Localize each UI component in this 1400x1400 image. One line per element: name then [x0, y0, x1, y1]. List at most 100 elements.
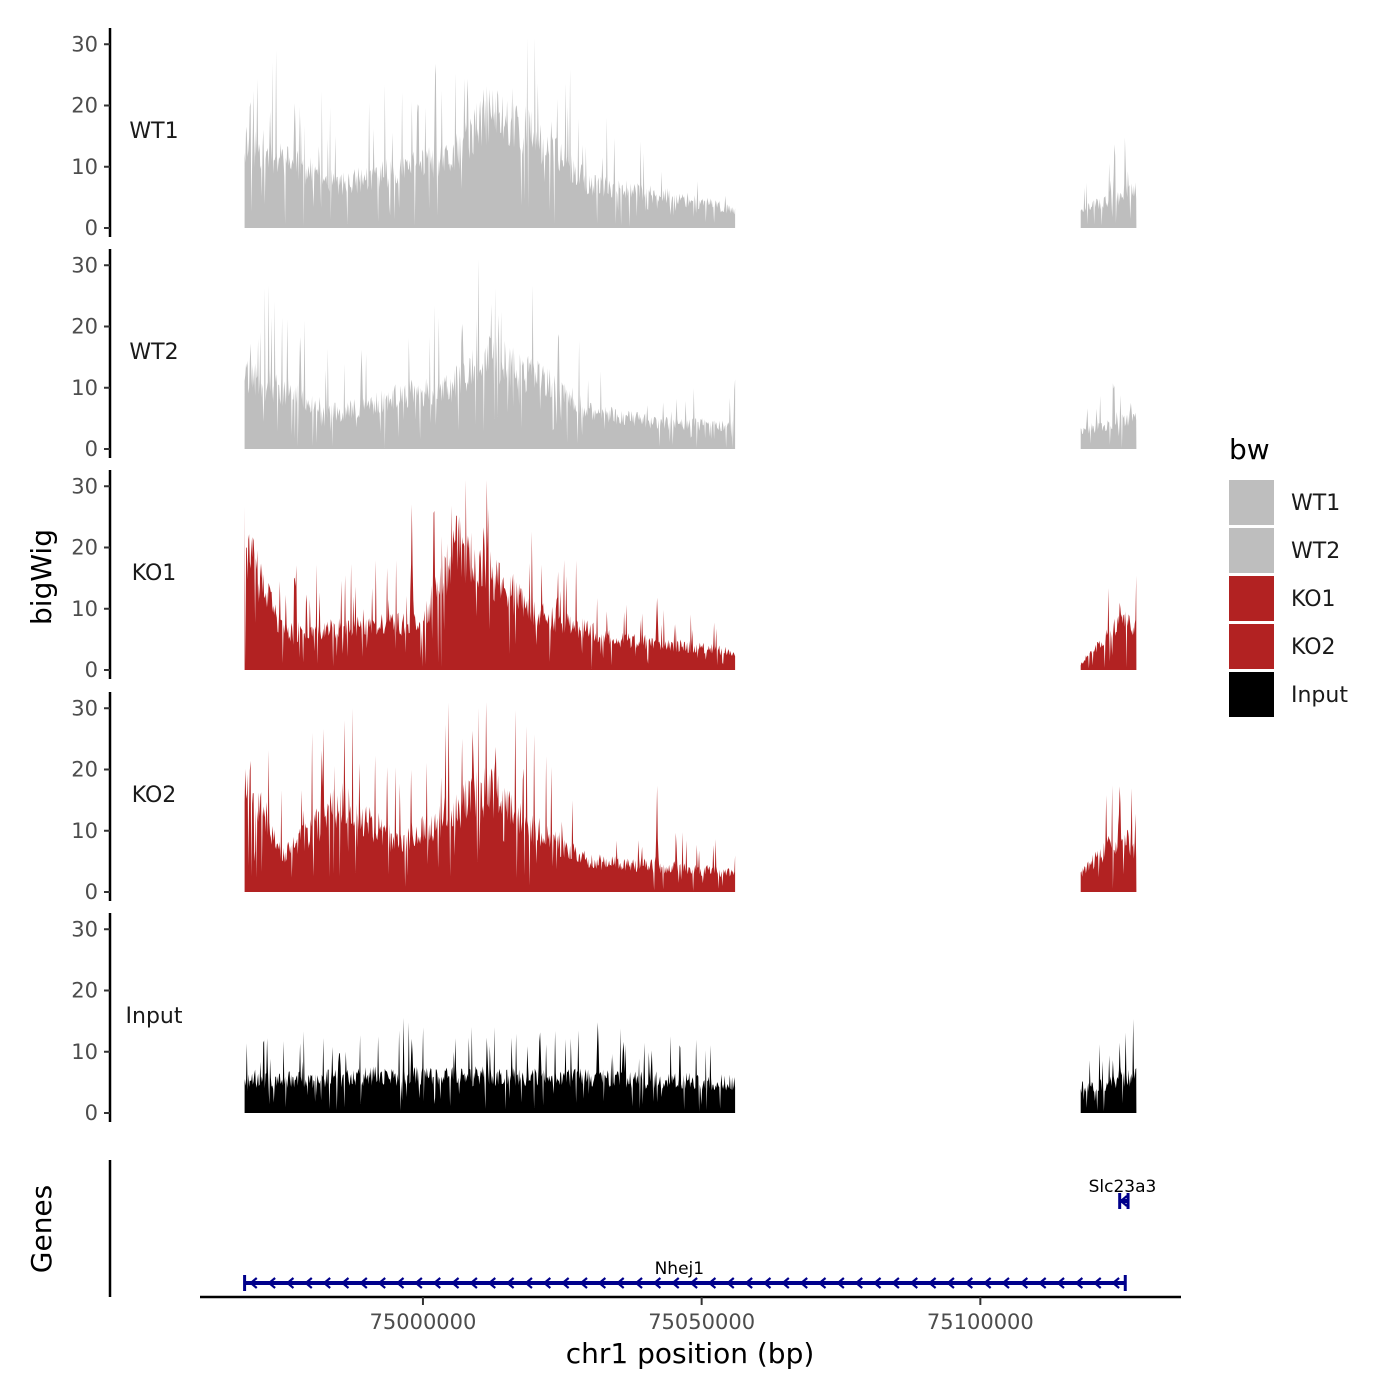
- strand-arrow: [1093, 1277, 1102, 1289]
- panel-ko1: 0 10 20 30 KO1: [71, 470, 1137, 682]
- coverage-area-ko1-block-1: [244, 480, 736, 670]
- legend-label-ko1: KO1: [1291, 587, 1336, 612]
- strand-arrow: [1019, 1277, 1029, 1289]
- strand-arrow: [524, 1277, 533, 1289]
- strand-arrow: [432, 1277, 441, 1289]
- strand-arrow: [781, 1277, 790, 1289]
- legend-key-ko1: [1229, 576, 1274, 621]
- coverage-area-ko2-block-2: [1080, 785, 1137, 892]
- strand-arrow: [964, 1277, 974, 1289]
- strand-arrow: [634, 1277, 643, 1289]
- legend-label-ko2: KO2: [1291, 635, 1336, 660]
- y-tick-label: 10: [71, 597, 98, 621]
- strand-arrow: [340, 1277, 350, 1289]
- y-tick-label: 0: [85, 216, 98, 240]
- strand-arrow: [469, 1277, 478, 1289]
- panel-wt1: 0 10 20 30 WT1: [71, 28, 1137, 240]
- strand-arrow: [1111, 1277, 1120, 1289]
- y-tick-label: 10: [71, 376, 98, 400]
- track-label-wt2: WT2: [129, 340, 178, 365]
- track-label-input: Input: [126, 1004, 183, 1029]
- coverage-area-input-block-2: [1080, 1019, 1137, 1113]
- gene-nhej1: Nhej1: [243, 1259, 1127, 1291]
- y-tick-label: 20: [71, 536, 98, 560]
- strand-arrow: [909, 1277, 918, 1289]
- y-tick-label: 10: [71, 1040, 98, 1064]
- genes-axis-title: Genes: [25, 1185, 58, 1273]
- strand-arrow: [304, 1277, 313, 1289]
- strand-arrow: [854, 1277, 863, 1289]
- y-tick-label: 30: [71, 253, 98, 277]
- legend-key-wt1: [1229, 480, 1274, 525]
- strand-arrow: [1056, 1277, 1065, 1289]
- legend: bw WT1 WT2 KO1 KO2 Input: [1229, 433, 1348, 717]
- strand-arrow: [560, 1277, 570, 1289]
- legend-title: bw: [1229, 433, 1270, 466]
- strand-arrow: [872, 1277, 882, 1289]
- coverage-area-ko1-block-2: [1080, 575, 1137, 670]
- coverage-area-wt1-block-2: [1080, 137, 1137, 228]
- strand-arrow: [615, 1277, 625, 1289]
- legend-key-ko2: [1229, 624, 1274, 669]
- y-tick-label: 30: [71, 474, 98, 498]
- strand-arrow: [597, 1277, 607, 1289]
- strand-arrow: [1074, 1277, 1084, 1289]
- panel-ko2: 0 10 20 30 KO2: [71, 692, 1137, 904]
- track-label-wt1: WT1: [129, 119, 178, 144]
- track-label-ko2: KO2: [132, 783, 177, 808]
- strand-arrow: [377, 1277, 386, 1289]
- y-axis-title: bigWig: [25, 529, 58, 625]
- strand-arrow: [671, 1277, 680, 1289]
- genes-panel: Nhej1 Slc23a3: [108, 1160, 1157, 1297]
- coverage-area-ko2-block-1: [244, 702, 736, 892]
- strand-arrow: [726, 1277, 735, 1289]
- track-label-ko1: KO1: [132, 561, 177, 586]
- coverage-area-wt1-block-1: [244, 38, 736, 228]
- strand-arrow: [982, 1277, 992, 1289]
- strand-arrow: [505, 1277, 515, 1289]
- x-tick-label: 75100000: [927, 1310, 1034, 1334]
- gene-slc23a3: Slc23a3: [1089, 1177, 1157, 1209]
- strand-arrow: [817, 1277, 827, 1289]
- strand-arrow: [395, 1277, 405, 1289]
- y-tick-label: 20: [71, 979, 98, 1003]
- x-axis-ticks: 75000000 75050000 75100000: [370, 1297, 1034, 1334]
- strand-arrow: [836, 1277, 845, 1289]
- strand-arrow: [579, 1277, 588, 1289]
- strand-arrow: [414, 1277, 423, 1289]
- strand-arrow: [689, 1277, 698, 1289]
- x-tick-label: 75000000: [370, 1310, 477, 1334]
- strand-arrow: [1119, 1195, 1128, 1207]
- y-tick-label: 10: [71, 155, 98, 179]
- strand-arrow: [285, 1277, 295, 1289]
- strand-arrow: [249, 1277, 258, 1289]
- gene-label: Slc23a3: [1089, 1177, 1157, 1197]
- y-tick-label: 10: [71, 819, 98, 843]
- strand-arrow: [322, 1277, 331, 1289]
- x-tick-label: 75050000: [648, 1310, 755, 1334]
- strand-arrow: [799, 1277, 808, 1289]
- y-tick-label: 0: [85, 437, 98, 461]
- strand-arrow: [1037, 1277, 1047, 1289]
- coverage-area-input-block-1: [244, 1017, 736, 1113]
- legend-key-wt2: [1229, 528, 1274, 573]
- y-tick-label: 30: [71, 696, 98, 720]
- strand-arrow: [744, 1277, 753, 1289]
- strand-arrow: [707, 1277, 717, 1289]
- strand-arrow: [542, 1277, 552, 1289]
- panel-input: 0 10 20 30 Input: [71, 913, 1137, 1125]
- strand-arrow: [1001, 1277, 1010, 1289]
- y-tick-label: 20: [71, 94, 98, 118]
- strand-arrow: [927, 1277, 937, 1289]
- y-tick-label: 20: [71, 758, 98, 782]
- strand-arrow: [450, 1277, 460, 1289]
- strand-arrow: [891, 1277, 900, 1289]
- strand-arrow: [946, 1277, 955, 1289]
- gene-label: Nhej1: [655, 1259, 705, 1279]
- legend-label-wt2: WT2: [1291, 539, 1340, 564]
- legend-label-input: Input: [1291, 683, 1348, 708]
- strand-arrow: [652, 1277, 662, 1289]
- coverage-panels: 0 10 20 30 WT1 0 10 20 30 WT2 0 10 20 30 KO1 0 10 20 30 KO2…: [71, 28, 1137, 1125]
- y-tick-label: 0: [85, 658, 98, 682]
